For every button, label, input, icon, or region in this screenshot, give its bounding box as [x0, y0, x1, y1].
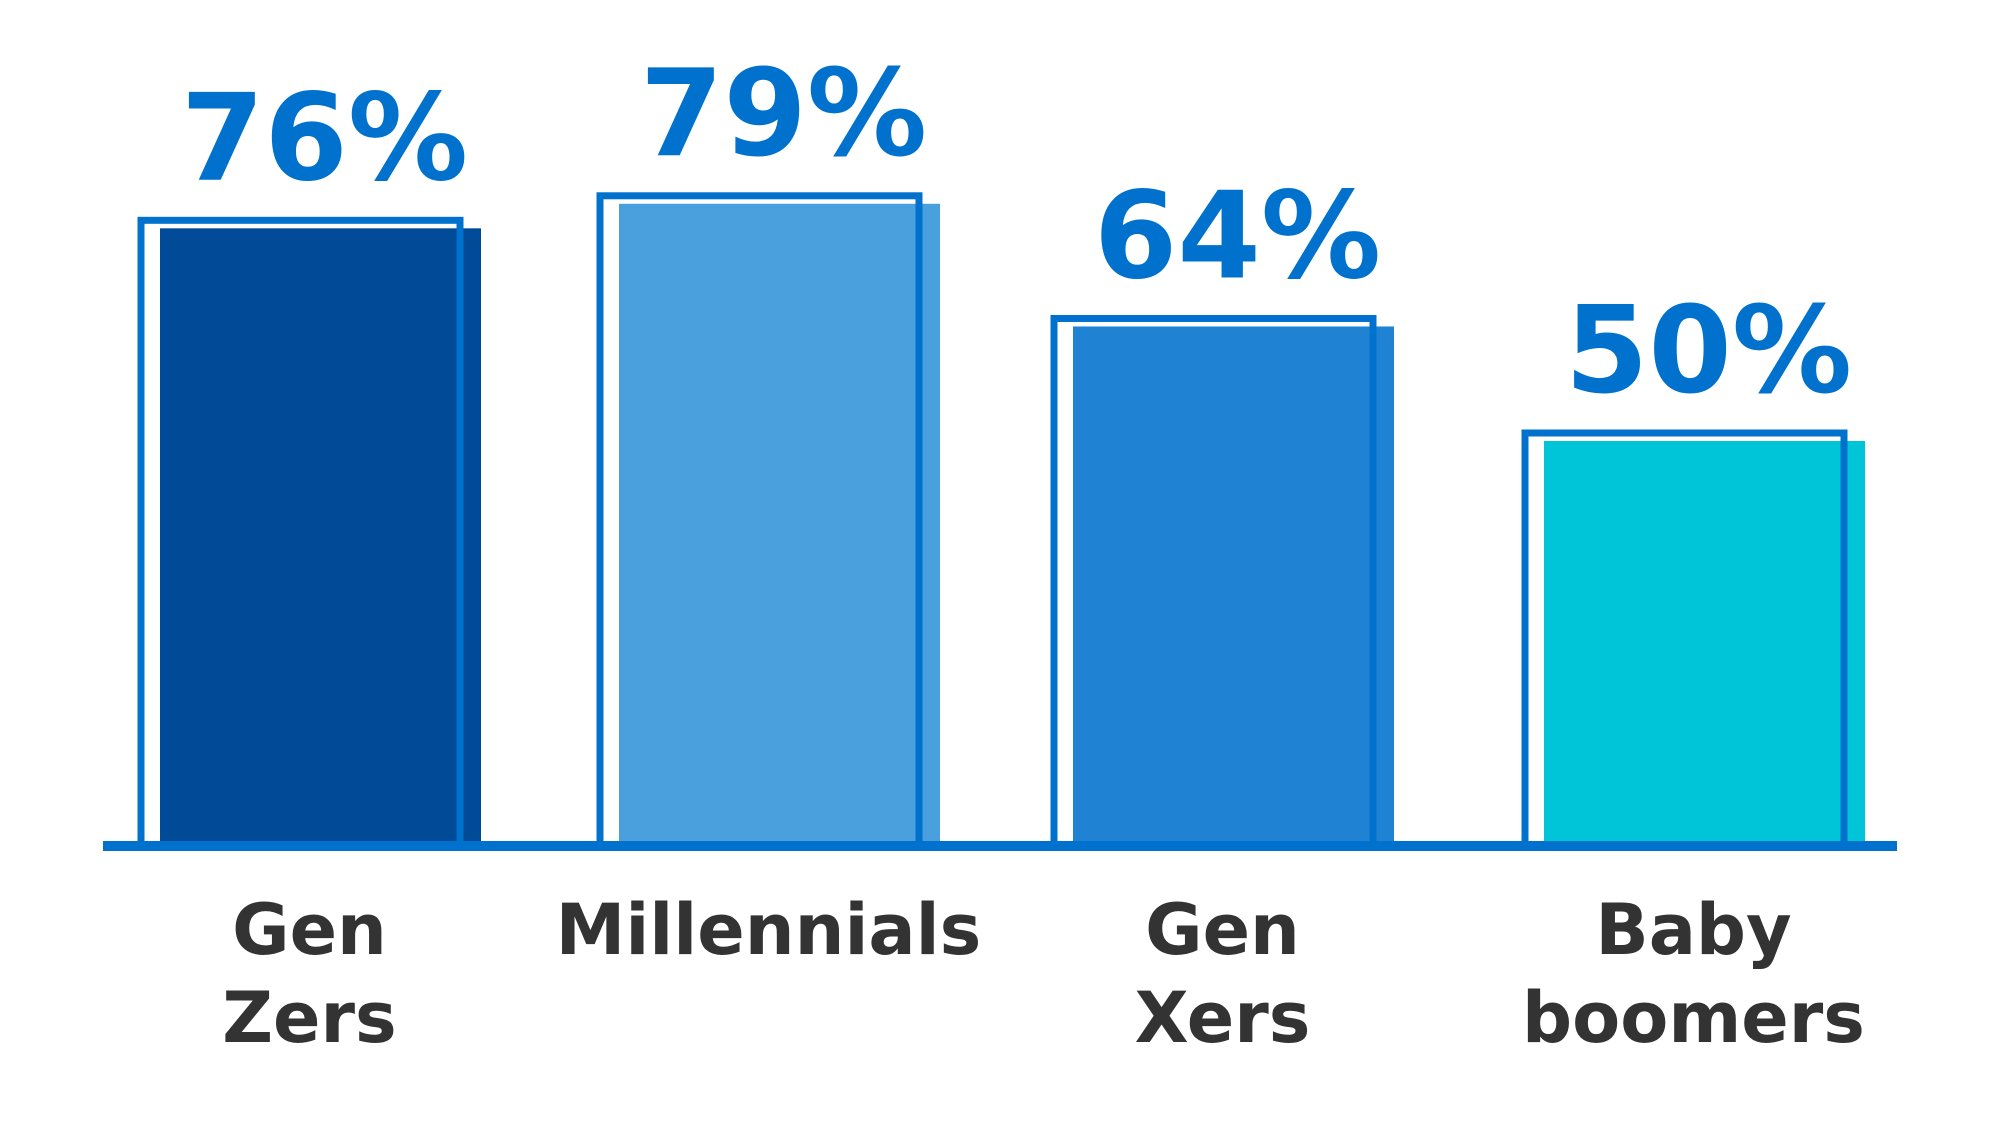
value-label: 64%: [1094, 167, 1381, 306]
x-tick-label: Gen Xers: [1134, 889, 1311, 1059]
value-label: 79%: [640, 45, 927, 184]
bar: [1073, 326, 1394, 847]
value-label: 76%: [181, 69, 468, 208]
x-tick-label: Gen Zers: [222, 889, 397, 1059]
value-label: 50%: [1565, 282, 1852, 421]
bar: [160, 228, 481, 846]
bar: [619, 203, 940, 846]
x-tick-label: Millennials: [555, 889, 982, 971]
x-tick-label: Baby boomers: [1522, 889, 1865, 1059]
bar: [1544, 441, 1865, 846]
